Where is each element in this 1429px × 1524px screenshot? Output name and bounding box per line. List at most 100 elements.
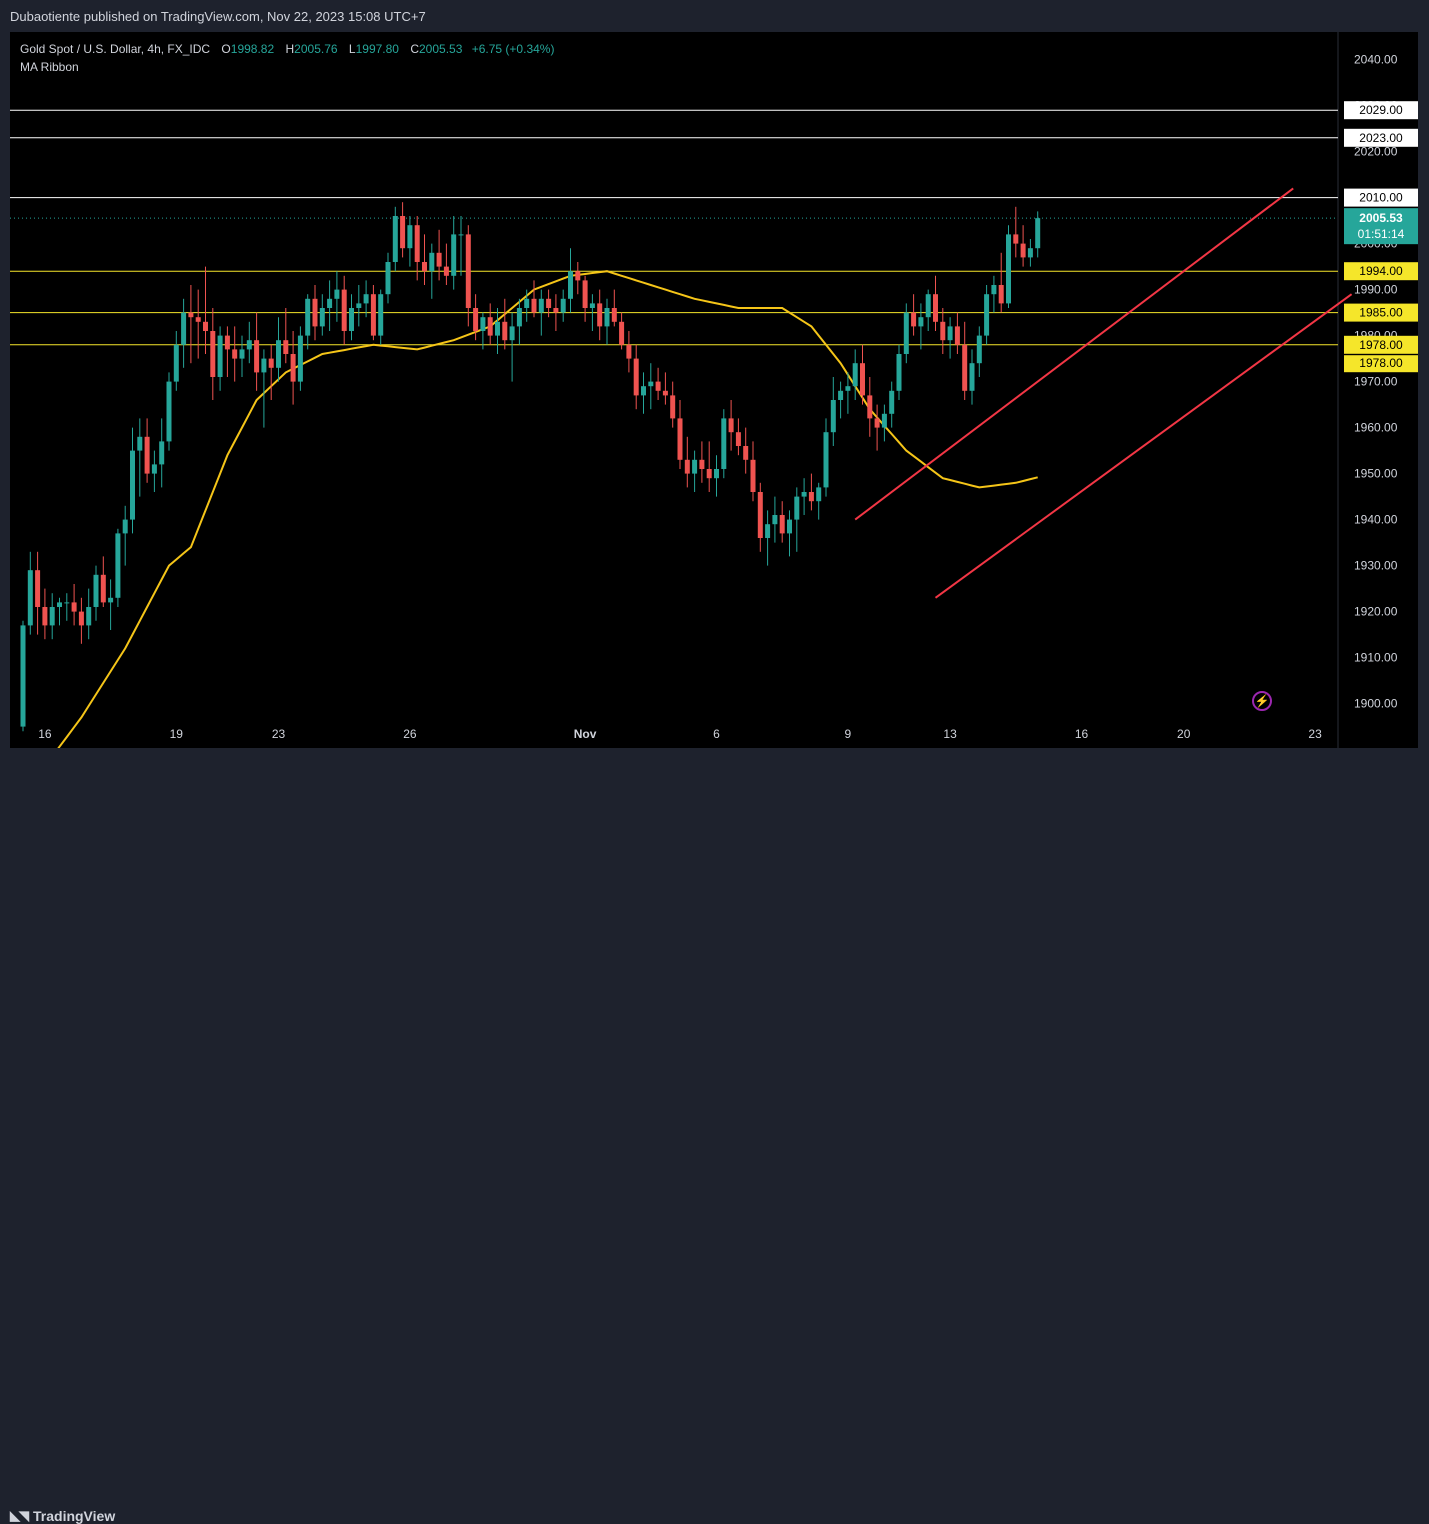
price-level-tag bbox=[1344, 335, 1418, 354]
legend-close-value: 2005.53 bbox=[419, 42, 463, 56]
candle-up bbox=[560, 298, 566, 313]
candle-down bbox=[575, 271, 581, 281]
price-level-label: 2029.00 bbox=[1359, 103, 1403, 117]
bar-countdown-label: 01:51:14 bbox=[1358, 227, 1405, 241]
candle-up bbox=[57, 602, 62, 607]
brand-name: TradingView bbox=[33, 1508, 116, 1524]
candle-up bbox=[794, 496, 800, 520]
candle-down bbox=[42, 607, 48, 626]
x-tick-label: 23 bbox=[1308, 727, 1322, 741]
candle-up bbox=[319, 308, 325, 327]
candle-down bbox=[1013, 234, 1019, 244]
candle-up bbox=[947, 326, 953, 341]
candle-up bbox=[1027, 248, 1033, 258]
x-tick-label: 19 bbox=[170, 727, 184, 741]
candle-up bbox=[86, 607, 92, 626]
channel-trendline bbox=[934, 293, 1353, 599]
x-tick-label: 16 bbox=[1075, 727, 1089, 741]
x-tick-label: 13 bbox=[943, 727, 957, 741]
candle-down bbox=[633, 358, 639, 396]
candle-up bbox=[903, 312, 909, 354]
candle-down bbox=[743, 446, 749, 460]
candle-down bbox=[684, 459, 690, 474]
brand-logo[interactable]: ◣◥ TradingView bbox=[10, 1508, 115, 1524]
price-level-tag bbox=[1344, 303, 1418, 322]
candle-down bbox=[546, 298, 552, 308]
candle-up bbox=[589, 303, 595, 308]
candle-down bbox=[254, 340, 260, 373]
x-tick-label: 6 bbox=[713, 727, 720, 741]
candle-up bbox=[830, 400, 836, 433]
candle-down bbox=[933, 294, 938, 322]
candle-up bbox=[159, 441, 165, 465]
candle-up bbox=[509, 326, 515, 341]
candle-up bbox=[378, 294, 384, 336]
candle-up bbox=[327, 298, 333, 308]
candle-down bbox=[35, 570, 41, 607]
candle-up bbox=[889, 390, 895, 414]
candle-up bbox=[852, 363, 858, 387]
y-tick-label: 1970.00 bbox=[1354, 375, 1398, 389]
candle-up bbox=[925, 294, 931, 318]
candle-up bbox=[714, 469, 719, 479]
publish-bar: Dubaotiente published on TradingView.com… bbox=[0, 0, 1429, 32]
candle-down bbox=[706, 469, 712, 479]
legend-indicator[interactable]: MA Ribbon bbox=[20, 60, 79, 74]
price-level-tag bbox=[1344, 262, 1418, 281]
y-tick-label: 2020.00 bbox=[1354, 145, 1398, 159]
candle-up bbox=[568, 271, 573, 299]
price-chart[interactable]: 1900.00 1910.00 1920.00 1930.00 1940.00 1950.… bbox=[10, 32, 1418, 748]
legend-high-value: 2005.76 bbox=[294, 42, 338, 56]
candle-up bbox=[495, 321, 500, 336]
candle-down bbox=[962, 344, 968, 391]
candle-down bbox=[757, 492, 763, 538]
legend-symbol[interactable]: Gold Spot / U.S. Dollar, 4h, FX_IDC bbox=[20, 42, 211, 56]
candle-down bbox=[436, 252, 442, 267]
candle-up bbox=[823, 432, 829, 488]
legend-change: +6.75 (+0.34%) bbox=[471, 42, 555, 56]
candle-up bbox=[480, 317, 486, 331]
x-tick-label: 23 bbox=[272, 727, 286, 741]
candle-up bbox=[976, 335, 982, 364]
x-tick-label: 9 bbox=[845, 727, 852, 741]
candle-up bbox=[787, 519, 792, 534]
y-tick-label: 1900.00 bbox=[1354, 697, 1398, 711]
candle-down bbox=[414, 225, 420, 262]
last-price-tag bbox=[1344, 208, 1418, 245]
candle-down bbox=[626, 344, 632, 359]
candle-down bbox=[78, 611, 84, 626]
candle-down bbox=[341, 289, 347, 331]
candle-up bbox=[246, 340, 252, 350]
candle-down bbox=[860, 363, 865, 396]
last-price-label: 2005.53 bbox=[1359, 211, 1403, 225]
candle-up bbox=[516, 308, 522, 327]
candle-down bbox=[531, 298, 537, 313]
candle-up bbox=[429, 252, 435, 272]
channel-trendline bbox=[854, 187, 1294, 521]
candle-up bbox=[538, 298, 544, 313]
candle-up bbox=[969, 363, 975, 391]
price-level-label: 1978.00 bbox=[1359, 356, 1403, 370]
candle-up bbox=[801, 492, 807, 497]
candle-down bbox=[290, 354, 296, 382]
candle-up bbox=[407, 225, 413, 249]
candle-up bbox=[93, 574, 99, 607]
candle-up bbox=[349, 308, 354, 331]
y-tick-label: 1940.00 bbox=[1354, 513, 1398, 527]
x-tick-label: Nov bbox=[574, 727, 597, 741]
candle-down bbox=[71, 602, 77, 612]
candle-down bbox=[750, 459, 756, 492]
y-tick-label: 2040.00 bbox=[1354, 53, 1398, 67]
candle-down bbox=[662, 390, 668, 396]
candle-down bbox=[195, 317, 201, 322]
candle-up bbox=[130, 450, 135, 520]
price-level-label: 2010.00 bbox=[1359, 191, 1403, 205]
footer-bar: ◣◥ TradingView bbox=[0, 748, 1429, 1524]
y-tick-label: 1950.00 bbox=[1354, 467, 1398, 481]
lightning-bolt-icon[interactable]: ⚡ bbox=[1252, 691, 1272, 711]
candle-down bbox=[874, 418, 880, 428]
candle-up bbox=[816, 487, 822, 502]
candle-down bbox=[954, 326, 960, 345]
candle-down bbox=[188, 312, 194, 318]
candle-up bbox=[991, 285, 997, 295]
